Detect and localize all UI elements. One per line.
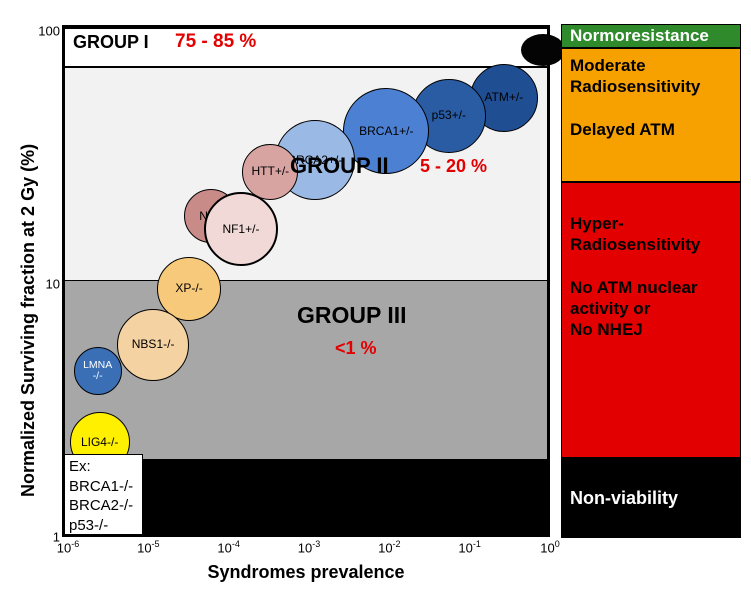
note-line: BRCA1-/-	[69, 477, 138, 497]
xtick-1e-4: 10-4	[217, 534, 239, 555]
plot-label: GROUP II	[290, 153, 389, 179]
bubble-LMNA: LMNA -/-	[74, 347, 122, 395]
legend-line: Normoresistance	[570, 25, 709, 46]
bubble-label: BRCA1+/-	[359, 125, 413, 138]
y-axis-title: Normalized Surviving fraction at 2 Gy (%…	[18, 144, 39, 497]
xtick-1e-5: 10-5	[137, 534, 159, 555]
legend-line: Radiosensitivity	[570, 76, 732, 97]
legend-normoresistance: Normoresistance	[561, 24, 741, 48]
bubble-label: NBS1-/-	[132, 338, 175, 351]
bubble-NF1: NF1+/-	[204, 192, 278, 266]
plot-area: 11010010-610-510-410-310-210-1100ATM+/-p…	[62, 25, 550, 537]
plot-label: 75 - 85 %	[175, 31, 256, 53]
plot-label: GROUP III	[297, 302, 407, 329]
bubble-label: HTT+/-	[252, 165, 290, 178]
legend-line	[570, 98, 732, 119]
bubble-label: p53+/-	[432, 109, 466, 122]
legend-line: Hyper-	[570, 213, 732, 234]
xtick-1e-6: 10-6	[57, 534, 79, 555]
bubble-label: ATM+/-	[484, 91, 523, 104]
ytick-10: 10	[46, 277, 65, 292]
legend-column: NormoresistanceModerateRadiosensitivity …	[561, 24, 741, 538]
note-line: BRCA2-/-	[69, 496, 138, 516]
plot-label: GROUP I	[73, 32, 149, 53]
ytick-100: 100	[38, 24, 65, 39]
legend-line: Radiosensitivity	[570, 234, 732, 255]
legend-line: Delayed ATM	[570, 119, 732, 140]
bubble-label: XP-/-	[175, 282, 202, 295]
top-black-marker	[521, 34, 565, 66]
note-box: Ex:BRCA1-/-BRCA2-/-p53-/-	[65, 454, 143, 534]
legend-moderate: ModerateRadiosensitivity Delayed ATM	[561, 48, 741, 182]
legend-nonviability: Non-viability	[561, 458, 741, 538]
xtick-1e0: 100	[540, 534, 559, 555]
legend-line: No ATM nuclear	[570, 277, 732, 298]
legend-line: No NHEJ	[570, 319, 732, 340]
legend-line: Non-viability	[570, 487, 678, 510]
bubble-label: LIG4-/-	[81, 436, 118, 449]
x-axis-title: Syndromes prevalence	[62, 562, 550, 583]
plot-label: 5 - 20 %	[420, 156, 487, 177]
xtick-1e-3: 10-3	[298, 534, 320, 555]
plot-label: <1 %	[335, 338, 377, 359]
legend-line: Moderate	[570, 55, 732, 76]
legend-line: activity or	[570, 298, 732, 319]
note-line: p53-/-	[69, 516, 138, 536]
bubble-NBS1: NBS1-/-	[117, 309, 189, 381]
legend-line	[570, 256, 732, 277]
xtick-1e-1: 10-1	[458, 534, 480, 555]
legend-hyper: Hyper-Radiosensitivity No ATM nuclearact…	[561, 182, 741, 458]
note-line: Ex:	[69, 457, 138, 477]
bubble-label: NF1+/-	[222, 223, 259, 236]
xtick-1e-2: 10-2	[378, 534, 400, 555]
bubble-label: LMNA -/-	[83, 360, 112, 383]
